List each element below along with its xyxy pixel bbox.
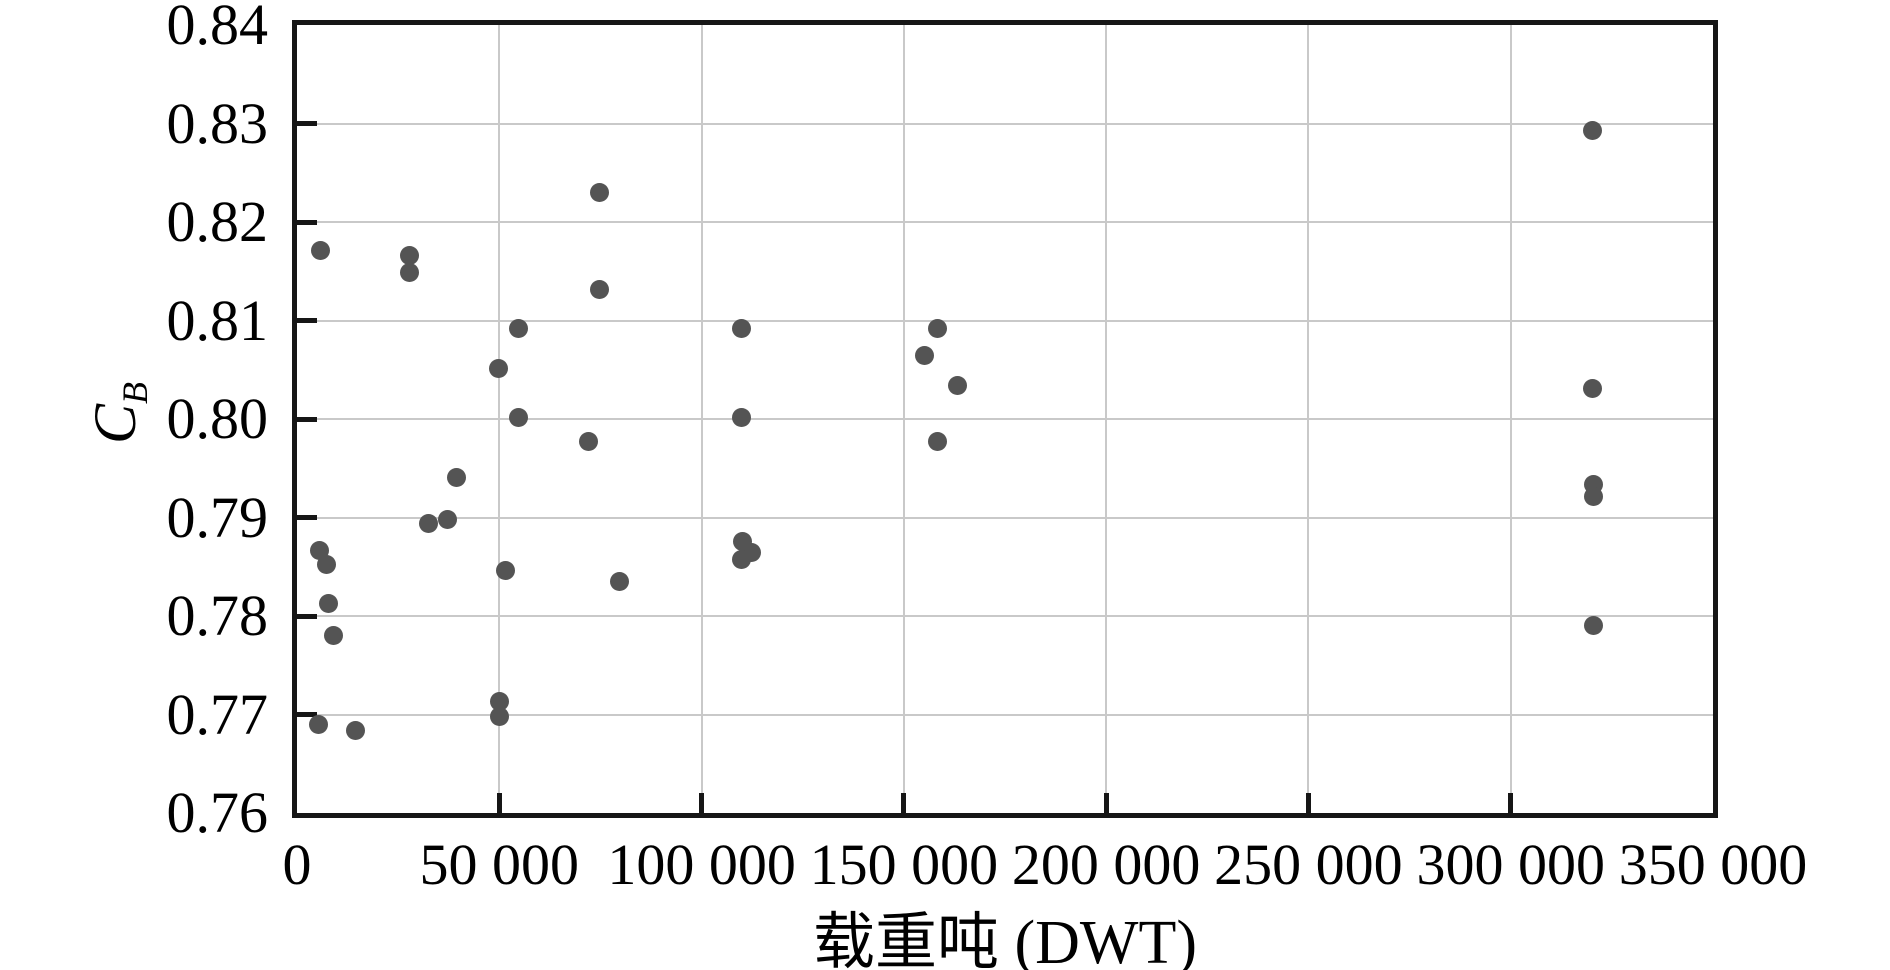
y-gridline xyxy=(297,713,1713,716)
data-point xyxy=(438,509,457,529)
x-tick-label: 350 000 xyxy=(1618,832,1808,897)
data-point xyxy=(418,513,438,533)
data-point xyxy=(495,561,515,581)
y-tick-label: 0.79 xyxy=(166,484,269,550)
y-axis-label: CB xyxy=(82,381,155,445)
y-gridline xyxy=(297,615,1713,617)
y-tick-mark xyxy=(297,318,317,323)
x-tick-mark xyxy=(496,793,502,813)
data-point xyxy=(489,359,509,379)
y-tick-label: 0.77 xyxy=(166,681,269,747)
x-axis-label: 载重吨 (DWT) xyxy=(813,909,1197,970)
data-point xyxy=(345,720,365,740)
data-point xyxy=(308,714,328,734)
data-point xyxy=(731,318,751,338)
data-point xyxy=(731,550,751,570)
data-point xyxy=(589,280,609,300)
y-gridline xyxy=(297,319,1713,322)
y-tick-label: 0.83 xyxy=(166,90,269,156)
x-tick-mark xyxy=(901,793,907,813)
y-tick-mark xyxy=(297,219,317,225)
x-tick-mark xyxy=(1305,793,1311,813)
y-tick-label: 0.81 xyxy=(166,287,269,353)
y-gridline xyxy=(297,221,1713,223)
y-tick-mark xyxy=(297,515,317,520)
x-tick-mark xyxy=(1103,793,1109,813)
x-tick-label: 100 000 xyxy=(607,832,796,897)
data-point xyxy=(509,407,529,427)
x-tick-mark xyxy=(699,793,705,813)
x-tick-label: 300 000 xyxy=(1416,832,1605,897)
x-tick-label: 250 000 xyxy=(1214,832,1403,897)
x-tick-label: 50 000 xyxy=(419,832,580,897)
data-point xyxy=(309,540,329,560)
data-point xyxy=(731,407,751,427)
y-axis-label-symbol: C xyxy=(82,403,148,445)
data-point xyxy=(928,318,948,338)
y-tick-label: 0.82 xyxy=(166,189,269,254)
data-point xyxy=(489,692,509,712)
data-point xyxy=(399,245,419,265)
data-point xyxy=(589,182,609,202)
data-point xyxy=(323,626,343,646)
plot-area xyxy=(292,20,1718,818)
data-point xyxy=(1583,616,1603,636)
data-point xyxy=(1583,120,1603,140)
data-point xyxy=(319,593,339,613)
y-tick-label: 0.78 xyxy=(166,583,269,648)
y-axis-label-subscript: B xyxy=(115,381,155,404)
y-tick-label: 0.80 xyxy=(166,386,269,451)
data-point xyxy=(609,572,629,592)
y-tick-mark xyxy=(297,416,317,422)
y-gridline xyxy=(297,122,1713,125)
y-tick-label: 0.76 xyxy=(166,780,269,845)
x-tick-label: 0 xyxy=(282,832,312,897)
data-point xyxy=(489,706,509,726)
data-point xyxy=(1583,487,1603,507)
y-tick-mark xyxy=(297,613,317,619)
data-point xyxy=(928,432,948,452)
y-gridline xyxy=(297,516,1713,519)
data-point xyxy=(948,376,968,395)
y-tick-label: 0.84 xyxy=(166,0,269,57)
data-point xyxy=(1583,378,1603,398)
y-gridline xyxy=(297,418,1713,420)
data-point xyxy=(579,432,599,452)
data-point xyxy=(914,346,934,366)
data-point xyxy=(310,241,330,261)
x-tick-label: 200 000 xyxy=(1011,832,1201,897)
data-point xyxy=(317,555,337,575)
data-point xyxy=(446,467,466,487)
data-point xyxy=(399,262,419,282)
data-point xyxy=(509,318,529,338)
x-tick-mark xyxy=(1508,793,1514,813)
y-tick-mark xyxy=(297,712,317,717)
y-tick-mark xyxy=(297,121,317,126)
x-tick-label: 150 000 xyxy=(809,832,999,897)
